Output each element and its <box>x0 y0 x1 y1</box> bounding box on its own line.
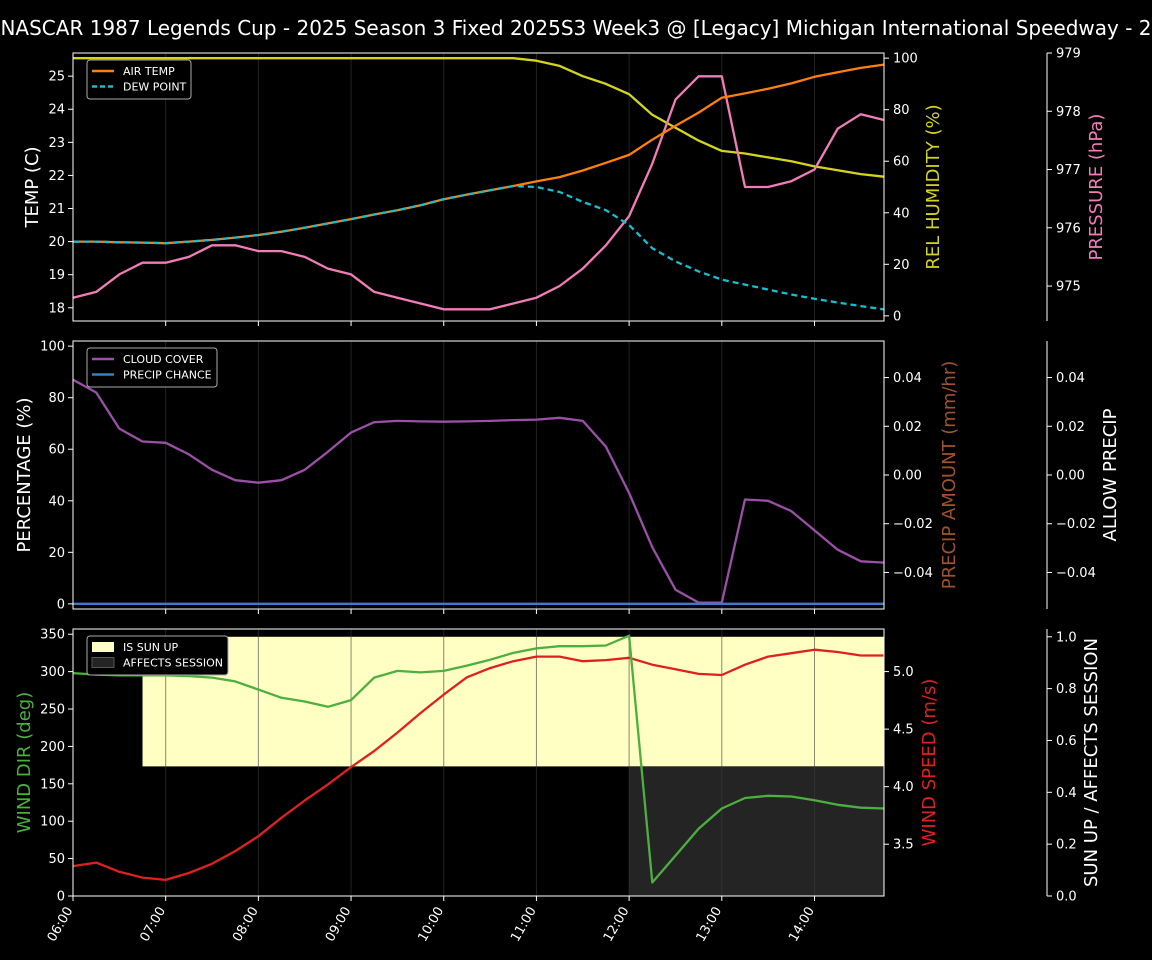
y2-tick-label: 979 <box>1056 47 1081 62</box>
y-tick-label: 22 <box>48 169 65 184</box>
y-tick-label: 350 <box>40 628 65 643</box>
series-pressure <box>72 75 885 311</box>
y2-tick-label: 5.0 <box>893 665 914 680</box>
y-tick-label: 80 <box>48 391 65 406</box>
y2-tick-label: 0.4 <box>1056 786 1077 801</box>
x-tick-label: 07:00 <box>137 905 169 945</box>
legend-label: DEW POINT <box>123 81 187 94</box>
y2-tick-label: 20 <box>893 258 910 273</box>
legend: CLOUD COVER PRECIP CHANCE <box>86 347 218 388</box>
legend: IS SUN UP AFFECTS SESSION <box>86 635 229 676</box>
series-dew-point <box>73 184 885 311</box>
y-tick-label: 20 <box>48 235 65 250</box>
y-tick-label: 19 <box>48 268 65 283</box>
y-tick-label: 250 <box>40 703 65 718</box>
y-tick-label: 60 <box>48 443 65 458</box>
y2-tick-label: 977 <box>1056 163 1081 178</box>
y2-tick-label: 1.0 <box>1056 630 1077 645</box>
y-axis-label: WIND DIR (deg) <box>14 692 35 834</box>
plot-frame <box>72 628 885 897</box>
y-tick-label: 0 <box>57 597 65 612</box>
y-tick-label: 20 <box>48 546 65 561</box>
y2-tick-label: 0.02 <box>893 420 922 435</box>
y2-tick-label: 3.5 <box>893 838 914 853</box>
legend-label: AFFECTS SESSION <box>123 657 223 670</box>
y-tick-label: 18 <box>48 301 65 316</box>
y-axis-label: TEMP (C) <box>22 146 43 228</box>
y2-tick-label: 0.2 <box>1056 838 1077 853</box>
legend-swatch <box>92 642 114 652</box>
x-tick-label: 10:00 <box>415 905 447 945</box>
series-wind-dir <box>72 634 885 884</box>
y-tick-label: 25 <box>48 70 65 85</box>
y2-tick-label: 60 <box>893 155 910 170</box>
y2-tick-label: 975 <box>1056 280 1081 295</box>
y-axis-label: PERCENTAGE (%) <box>14 397 35 552</box>
legend-swatch <box>91 657 115 668</box>
y-tick-label: 24 <box>48 103 65 118</box>
y-tick-label: 23 <box>48 136 65 151</box>
x-tick-label: 14:00 <box>786 905 818 945</box>
y2-tick-label: 40 <box>893 206 910 221</box>
y2-tick-label: 80 <box>893 103 910 118</box>
y2-axis-label: PRECIP AMOUNT (mm/hr) <box>939 361 960 590</box>
y3-tick-label: −0.02 <box>1056 517 1096 532</box>
legend-frame <box>86 635 229 676</box>
y-tick-label: 100 <box>40 815 65 830</box>
y2-tick-label: 0.0 <box>1056 890 1077 905</box>
legend: AIR TEMP DEW POINT <box>86 59 192 100</box>
y2-tick-label: 100 <box>893 52 918 67</box>
series-wind-speed <box>72 648 884 882</box>
y3-axis-label: ALLOW PRECIP <box>1100 408 1121 541</box>
y2-tick-label: 976 <box>1056 221 1081 236</box>
y2-tick-label: 0.8 <box>1056 682 1077 697</box>
y-tick-label: 21 <box>48 202 65 217</box>
chart-title: NASCAR 1987 Legends Cup - 2025 Season 3 … <box>0 16 1151 40</box>
y2-tick-label: 0 <box>893 309 901 324</box>
y-tick-label: 200 <box>40 740 65 755</box>
series-rel-humidity <box>73 57 885 178</box>
x-tick-label: 13:00 <box>694 905 726 945</box>
y3-tick-label: 0.00 <box>1056 469 1085 484</box>
y3-tick-label: −0.04 <box>1056 566 1096 581</box>
y3-tick-label: 0.04 <box>1056 371 1085 386</box>
y2-tick-label: 4.0 <box>893 780 914 795</box>
band-affects-session <box>629 766 884 896</box>
y2-tick-label: −0.02 <box>893 517 933 532</box>
legend-label: PRECIP CHANCE <box>123 369 212 382</box>
y3-axis-label: SUN UP / AFFECTS SESSION <box>1081 638 1102 887</box>
x-tick-label: 08:00 <box>230 905 262 945</box>
x-tick-label: 12:00 <box>601 905 633 945</box>
y-tick-label: 0 <box>57 890 65 905</box>
legend-label: AIR TEMP <box>123 65 175 78</box>
y2-tick-label: −0.04 <box>893 566 933 581</box>
y-tick-label: 300 <box>40 665 65 680</box>
y-tick-label: 100 <box>40 340 65 355</box>
y-tick-label: 40 <box>48 494 65 509</box>
y-tick-label: 150 <box>40 777 65 792</box>
y2-axis-label: WIND SPEED (m/s) <box>919 679 940 847</box>
y2-tick-label: 4.5 <box>893 723 914 738</box>
y-tick-label: 50 <box>48 852 65 867</box>
x-tick-label: 09:00 <box>323 905 355 945</box>
x-tick-label: 11:00 <box>508 905 540 945</box>
x-tick-label: 06:00 <box>45 905 77 945</box>
plot-frame <box>72 52 885 322</box>
y2-tick-label: 0.6 <box>1056 734 1077 749</box>
y3-axis-label: PRESSURE (hPa) <box>1086 114 1107 261</box>
y2-tick-label: 0.04 <box>893 371 922 386</box>
series-air-temp <box>73 63 885 245</box>
legend-frame <box>86 347 218 388</box>
legend-label: CLOUD COVER <box>123 353 204 366</box>
series-cloud-cover <box>72 378 885 604</box>
y2-axis-label: REL HUMIDITY (%) <box>923 104 944 269</box>
y2-tick-label: 978 <box>1056 105 1081 120</box>
y2-tick-label: 0.00 <box>893 469 922 484</box>
y3-tick-label: 0.02 <box>1056 420 1085 435</box>
legend-label: IS SUN UP <box>123 641 179 654</box>
